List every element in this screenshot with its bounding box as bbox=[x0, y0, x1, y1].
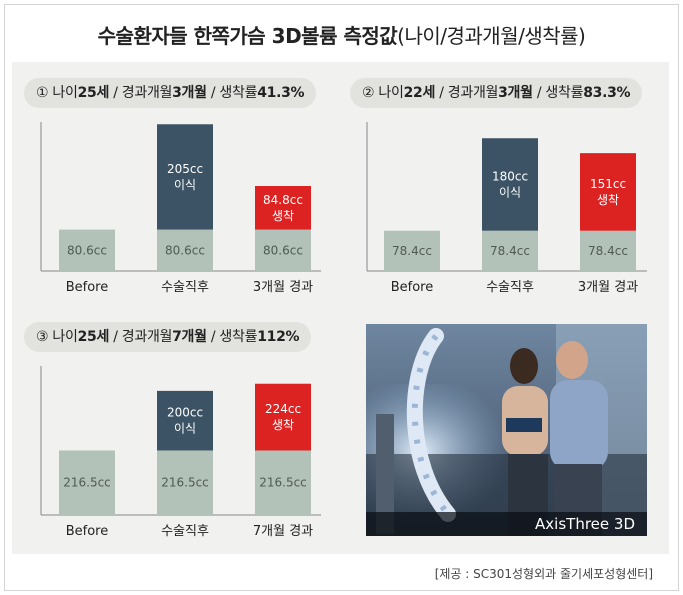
bar-segment bbox=[59, 229, 115, 271]
bar-segment bbox=[482, 138, 538, 231]
bar-segment bbox=[255, 186, 311, 230]
bar-segment bbox=[157, 229, 213, 271]
bar-segment bbox=[157, 390, 213, 451]
category-label: Before bbox=[66, 524, 109, 539]
category-label: 수술직후 bbox=[486, 280, 534, 295]
data-label: 151cc 생착 bbox=[590, 177, 626, 207]
bar-segment bbox=[580, 230, 636, 271]
axisthree-photo: AxisThree 3D bbox=[366, 324, 647, 536]
bar-segment bbox=[384, 230, 440, 271]
bar-segment bbox=[580, 153, 636, 231]
data-label: 205cc 이식 bbox=[167, 162, 203, 192]
bar-segment bbox=[255, 229, 311, 271]
data-label: 224cc 생착 bbox=[265, 402, 301, 432]
bar-segment bbox=[157, 124, 213, 230]
scanner-photo-image bbox=[366, 324, 647, 536]
panel-label-3: ③ 나이25세 / 경과개월7개월 / 생착률112% bbox=[24, 322, 312, 352]
panel-label-2: ② 나이22세 / 경과개월3개월 / 생착률83.3% bbox=[350, 78, 643, 108]
data-label: 84.8cc 생착 bbox=[263, 193, 303, 223]
page-title: 수술환자들 한쪽가슴 3D볼륨 측정값(나이/경과개월/생착률) bbox=[97, 24, 586, 48]
data-label: 78.4cc bbox=[490, 244, 530, 258]
category-label: 수술직후 bbox=[161, 524, 209, 539]
source-credit: [제공 : SC301성형외과 줄기세포성형센터] bbox=[434, 567, 653, 581]
bar-segment bbox=[482, 230, 538, 271]
photo-caption: AxisThree 3D bbox=[366, 512, 647, 536]
data-label: 80.6cc bbox=[263, 243, 303, 257]
category-label: 7개월 경과 bbox=[253, 524, 313, 539]
data-label: 78.4cc bbox=[588, 244, 628, 258]
data-label: 216.5cc bbox=[259, 476, 307, 490]
category-label: Before bbox=[391, 280, 434, 295]
bar-segment bbox=[255, 383, 311, 451]
data-label: 180cc 이식 bbox=[492, 169, 528, 199]
data-label: 78.4cc bbox=[392, 244, 432, 258]
category-label: 수술직후 bbox=[161, 280, 209, 295]
bar-segment bbox=[255, 450, 311, 515]
bar-segment bbox=[157, 450, 213, 515]
data-label: 216.5cc bbox=[161, 476, 209, 490]
category-label: 3개월 경과 bbox=[253, 280, 313, 295]
data-label: 80.6cc bbox=[165, 243, 205, 257]
category-label: 3개월 경과 bbox=[578, 280, 638, 295]
category-label: Before bbox=[66, 280, 109, 295]
data-label: 200cc 이식 bbox=[167, 406, 203, 436]
data-label: 80.6cc bbox=[67, 243, 107, 257]
panel-label-1: ① 나이25세 / 경과개월3개월 / 생착률41.3% bbox=[24, 78, 317, 108]
data-label: 216.5cc bbox=[63, 476, 111, 490]
bar-segment bbox=[59, 450, 115, 515]
